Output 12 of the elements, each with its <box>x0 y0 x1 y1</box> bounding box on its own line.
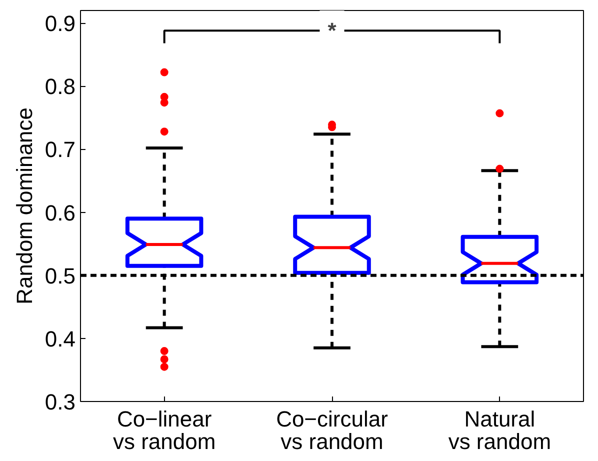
annotation: * <box>328 18 337 44</box>
y-tick-label: 0.6 <box>44 200 76 226</box>
y-tick-label: 0.5 <box>44 263 76 288</box>
x-tick-label: Co−linear vs random <box>112 406 216 454</box>
x-tick-label: Co−circular vs random <box>276 406 388 454</box>
y-tick-label: 0.8 <box>44 74 76 100</box>
y-axis-title: Random dominance <box>12 108 37 304</box>
x-tick-label: Natural vs random <box>448 406 552 454</box>
y-tick-label: 0.9 <box>44 11 76 36</box>
y-tick-label: 0.3 <box>44 390 76 414</box>
y-tick-label: 0.4 <box>44 326 76 352</box>
y-tick-label: 0.7 <box>44 137 76 162</box>
